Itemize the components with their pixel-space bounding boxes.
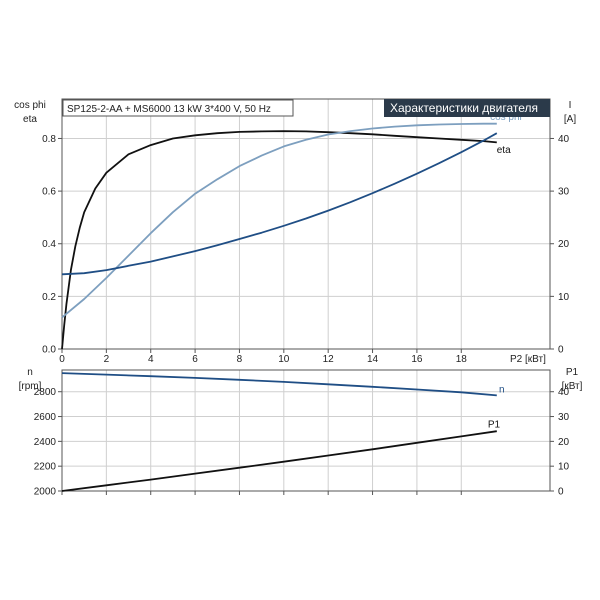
x-tick-label-0: 0 — [59, 354, 65, 365]
lower-chart-panel: 2000 2200 2400 2600 2800 0 10 20 30 40 n P1 n [rpm]… — [19, 367, 583, 498]
lower-y-left-tick-label-3: 2600 — [34, 412, 57, 423]
x-tick-label-5: 10 — [278, 354, 290, 365]
curve-label-P1: P1 — [488, 420, 501, 431]
upper-grid — [58, 99, 554, 353]
curve-label-eta: eta — [497, 145, 511, 156]
series-line-P1 — [61, 430, 497, 492]
x-tick-label-7: 14 — [367, 354, 379, 365]
lower-series-group — [61, 372, 497, 492]
upper-y-left-tick-label-3: 0.6 — [42, 187, 56, 198]
upper-y-right-tick-label-4: 40 — [558, 134, 570, 145]
series-line-eta — [61, 130, 497, 350]
x-tick-label-2: 4 — [148, 354, 154, 365]
x-tick-label-1: 2 — [104, 354, 110, 365]
lower-plot-frame — [61, 369, 551, 492]
y-left-label-n: n — [27, 367, 33, 378]
curve-label-n: n — [499, 384, 505, 395]
x-tick-label-8: 16 — [411, 354, 423, 365]
lower-y-right-tick-label-0: 0 — [558, 487, 564, 498]
curve-label-cos-phi: cos phi — [490, 112, 522, 123]
lower-y-left-tick-label-4: 2800 — [34, 387, 57, 398]
lower-tick-labels: 2000 2200 2400 2600 2800 0 10 20 30 40 n P1 — [34, 384, 570, 497]
upper-y-right-tick-label-3: 30 — [558, 187, 570, 198]
lower-y-left-tick-label-1: 2200 — [34, 462, 57, 473]
series-line-cos-phi — [61, 122, 497, 319]
upper-y-left-tick-label-0: 0.0 — [42, 345, 56, 356]
upper-y-left-tick-label-4: 0.8 — [42, 134, 56, 145]
upper-tick-labels: 0 2 4 6 8 10 12 14 16 18 0.0 0.2 0.4 0.6 0.8 0 10 20 30 40 c… — [42, 112, 569, 365]
x-tick-label-6: 12 — [323, 354, 335, 365]
chart-header: SP125-2-AA + MS6000 13 kW 3*400 V, 50 Hz — [67, 104, 271, 115]
series-line-n — [61, 372, 497, 397]
y-left-label-rpm: [rpm] — [19, 381, 42, 392]
upper-y-right-tick-label-1: 10 — [558, 292, 570, 303]
lower-y-left-tick-label-2: 2400 — [34, 437, 57, 448]
lower-y-right-tick-label-2: 20 — [558, 437, 570, 448]
series-line-I — [61, 132, 498, 276]
upper-chart-panel: 0 2 4 6 8 10 12 14 16 18 0.0 0.2 0.4 0.6 0.8 0 10 20 30 40 c… — [14, 98, 576, 365]
lower-y-right-tick-label-1: 10 — [558, 462, 570, 473]
y-right-label-p1: P1 — [566, 367, 579, 378]
x-tick-label-4: 8 — [237, 354, 243, 365]
y-left-label-line1: cos phi — [14, 100, 46, 111]
lower-y-right-tick-label-4: 40 — [558, 387, 570, 398]
chart-title: Характеристики двигателя — [390, 101, 538, 115]
lower-y-right-tick-label-3: 30 — [558, 412, 570, 423]
y-right-label-line1: I — [569, 100, 572, 111]
y-right-label-line2: [A] — [564, 114, 576, 125]
upper-y-right-tick-label-0: 0 — [558, 345, 564, 356]
x-tick-label-9: 18 — [456, 354, 468, 365]
y-right-label-kw: [кВт] — [562, 381, 583, 392]
x-tick-label-3: 6 — [192, 354, 198, 365]
upper-y-right-tick-label-2: 20 — [558, 239, 570, 250]
upper-plot-frame — [61, 98, 551, 350]
x-axis-label: P2 [кВт] — [510, 354, 546, 365]
upper-y-left-tick-label-2: 0.4 — [42, 239, 56, 250]
header-box — [62, 99, 294, 117]
title-box — [384, 99, 550, 117]
lower-y-left-tick-label-0: 2000 — [34, 487, 57, 498]
upper-y-left-tick-label-1: 0.2 — [42, 292, 56, 303]
y-left-label-line2: eta — [23, 114, 37, 125]
upper-series-group — [61, 122, 498, 350]
lower-grid — [58, 370, 554, 495]
